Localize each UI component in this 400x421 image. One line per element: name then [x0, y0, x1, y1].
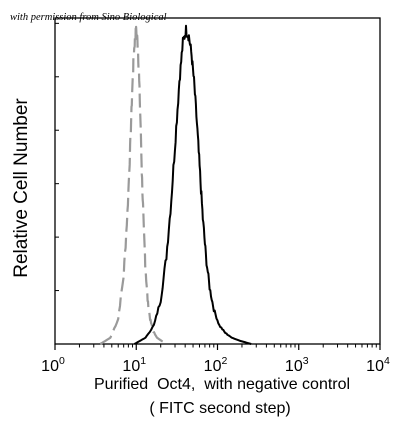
x-tick-label: 104 — [366, 355, 390, 375]
x-axis-label-line-2: ( FITC second step) — [149, 400, 290, 417]
x-axis-ticks: 100 101 102 103 104 — [41, 344, 390, 375]
histogram-series — [99, 24, 252, 345]
negative-control-curve — [99, 25, 168, 345]
y-axis-label: Relative Cell Number — [11, 98, 32, 278]
oct4-curve — [133, 24, 252, 345]
x-tick-label: 100 — [41, 355, 65, 375]
x-tick-label: 101 — [122, 355, 146, 375]
y-axis-ticks — [55, 22, 59, 292]
x-tick-label: 102 — [204, 355, 228, 375]
x-axis-label-line-1: Purified Oct4, with negative control — [94, 376, 350, 393]
plot-frame — [54, 17, 381, 345]
x-tick-label: 103 — [285, 355, 309, 375]
